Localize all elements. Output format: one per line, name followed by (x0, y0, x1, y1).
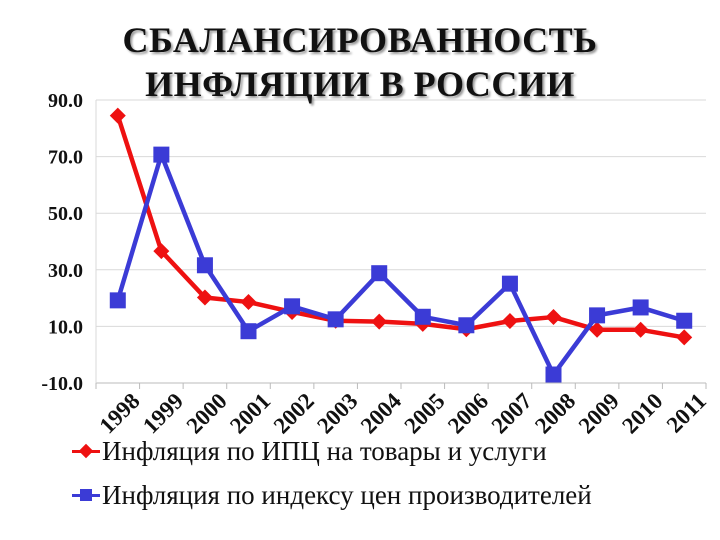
x-tick-label: 2006 (443, 388, 493, 438)
data-point-ppi (414, 308, 431, 325)
data-point-ppi (327, 311, 344, 328)
legend-swatch-cpi (72, 443, 100, 459)
legend-marker-square-icon (80, 489, 92, 501)
data-point-ppi (501, 275, 518, 292)
data-point-ppi (458, 317, 475, 334)
chart-title-line-2: ИНФЛЯЦИИ В РОССИИ (145, 64, 575, 104)
series-layer (109, 107, 693, 383)
x-tick-label: 1999 (138, 388, 188, 438)
data-point-ppi (196, 257, 213, 274)
data-point-ppi (109, 292, 126, 309)
y-tick-label: 90.0 (48, 90, 83, 112)
data-point-cpi (240, 294, 257, 311)
y-tick-label: 50.0 (48, 203, 83, 225)
legend-item-cpi: Инфляция по ИПЦ на товары и услуги (72, 436, 547, 467)
y-tick-label: 70.0 (48, 147, 83, 169)
data-point-cpi (632, 321, 649, 338)
x-tick-label: 2000 (182, 388, 232, 438)
x-axis (95, 100, 707, 389)
legend-item-ppi: Инфляция по индексу цен производителей (72, 480, 592, 511)
data-point-cpi (676, 329, 693, 346)
x-tick-label: 2002 (269, 388, 319, 438)
legend-label-ppi: Инфляция по индексу цен производителей (102, 480, 592, 510)
x-tick-label: 2010 (617, 388, 667, 438)
data-point-ppi (676, 312, 693, 329)
x-tick-label: 2003 (312, 388, 362, 438)
data-point-cpi (196, 289, 213, 306)
data-point-ppi (371, 265, 388, 282)
data-point-cpi (371, 313, 388, 330)
legend-swatch-ppi (72, 489, 100, 501)
data-point-ppi (284, 298, 301, 315)
x-tick-label: 1998 (94, 388, 144, 438)
series-line-cpi (115, 114, 685, 340)
y-tick-labels: -10.0 10.0 30.0 50.0 70.0 90.0 (41, 90, 83, 395)
data-point-cpi (153, 243, 170, 260)
data-point-cpi (545, 309, 562, 326)
series-line-ppi (115, 152, 685, 377)
data-point-cpi (501, 313, 518, 330)
x-tick-label: 2005 (399, 388, 449, 438)
data-point-cpi (589, 321, 606, 338)
x-tick-label: 2001 (225, 388, 275, 438)
data-point-cpi (109, 107, 126, 124)
legend-label-cpi: Инфляция по ИПЦ на товары и услуги (102, 436, 547, 466)
chart-title-line-1: СБАЛАНСИРОВАННОСТЬ (122, 20, 598, 60)
x-tick-labels: 1998199920002001200220032004200520062007… (94, 388, 711, 439)
x-tick-label: 2009 (574, 388, 624, 438)
data-point-ppi (153, 146, 170, 163)
y-tick-label: 10.0 (48, 316, 83, 338)
x-tick-label: 2008 (530, 388, 580, 438)
y-tick-label: 30.0 (48, 260, 83, 282)
y-tick-label: -10.0 (41, 373, 83, 395)
data-point-ppi (240, 323, 257, 340)
data-point-ppi (589, 307, 606, 324)
x-tick-label: 2004 (356, 388, 407, 439)
data-point-ppi (545, 366, 562, 383)
x-tick-label: 2007 (487, 388, 537, 438)
legend-marker-diamond-icon (78, 443, 94, 459)
x-tick-label: 2011 (662, 388, 711, 437)
data-point-ppi (632, 299, 649, 316)
